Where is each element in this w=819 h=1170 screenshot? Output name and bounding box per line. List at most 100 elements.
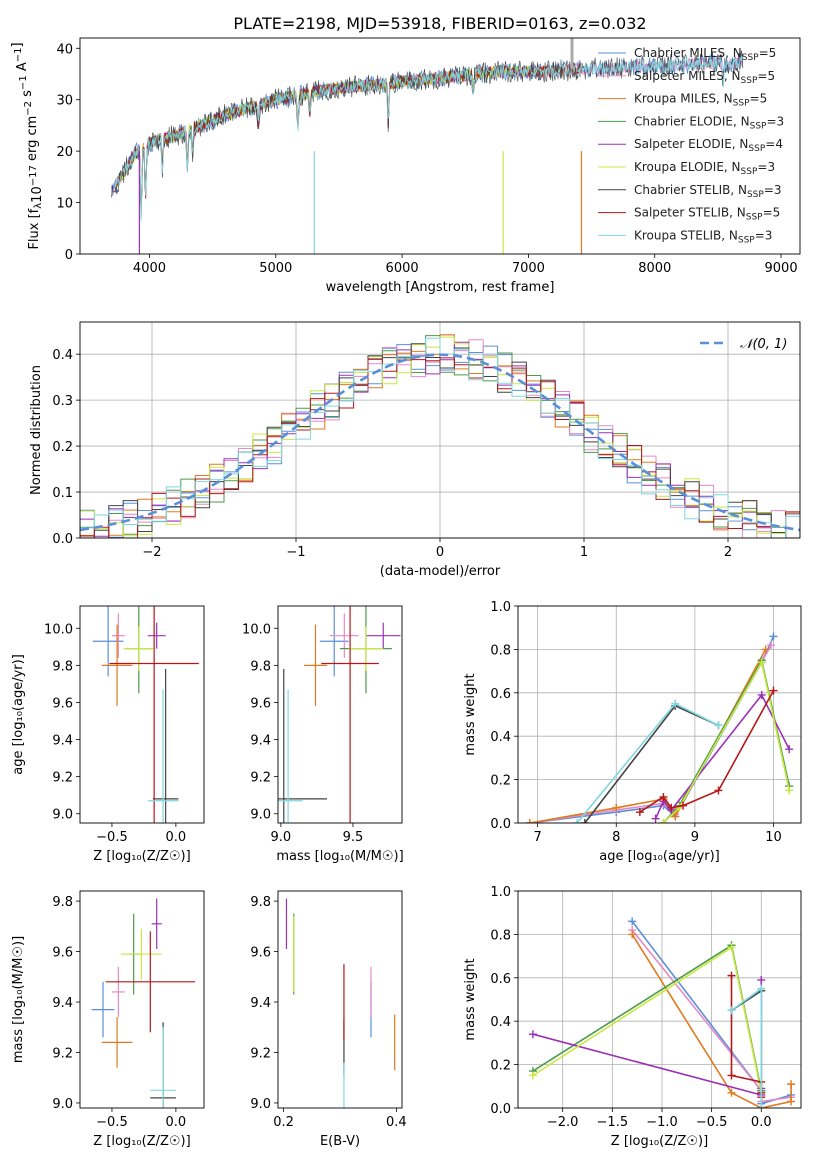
weight-marker [727,971,736,980]
errorbar-point [365,622,401,649]
axes-weight-vs-Z: −2.0 −1.5 −1.0 −0.5 0.0 0.0 0.2 0.4 0.6 0.8 1.0 Z [… [463,885,802,1149]
y-tick-label: 0.8 [490,928,511,943]
legend: Chabrier MILES, NSSP=5 Salpeter MILES, NS… [598,46,784,245]
errorbar-point [111,613,125,658]
y-tick-label: 0 [65,248,73,263]
y-tick-label: 0.0 [490,1102,511,1117]
plot-area [525,632,794,823]
x-tick-label: −1.5 [597,1115,629,1130]
x-axis-label: Z [log₁₀(Z/Z☉)] [93,1134,190,1149]
x-tick-label: 4000 [133,261,166,276]
legend-label: 𝒩(0, 1) [740,337,787,352]
weight-marker [525,819,534,823]
axes-weight-vs-age: 7 8 9 10 0.0 0.2 0.4 0.6 0.8 1.0 age [log₁₀(age/yr… [463,600,802,864]
y-tick-label: 9.8 [52,659,73,674]
plot-area [285,898,396,1108]
y-tick-label: 9.4 [250,996,271,1011]
x-tick-label: −2 [142,545,161,560]
histogram-series-7 [80,357,800,538]
x-tick-label: 9 [691,830,699,845]
errorbar-point [109,606,199,823]
y-tick-label: 0.4 [52,348,73,363]
x-tick-label: 8 [612,830,620,845]
axes-mass-vs-ebv: 0.2 0.4 9.0 9.2 9.4 9.6 9.8 E(B-V) [250,890,407,1149]
weight-marker [727,1088,736,1097]
weight-marker [785,786,794,795]
weight-marker [572,819,581,823]
axes-frame [79,321,801,539]
weight-marker [761,645,770,654]
weight-series [572,699,723,823]
legend-label: Chabrier STELIB, NSSP=3 [634,183,782,200]
errorbar-point [120,928,162,980]
weight-marker [769,686,778,695]
y-tick-label: 9.0 [52,808,73,823]
y-tick-label: 10 [56,197,73,212]
weight-marker [628,917,637,926]
x-tick-label: 1 [580,545,588,560]
y-tick-label: 9.8 [250,895,271,910]
weight-marker [757,1104,766,1108]
x-axis-label: Z [log₁₀(Z/Z☉)] [611,1134,708,1149]
y-tick-label: 0.3 [52,394,73,409]
weight-marker [528,1030,537,1039]
x-axis-label: mass [log₁₀(M/M☉)] [276,849,403,864]
y-tick-label: 9.0 [52,1097,73,1112]
errorbar-point [150,1027,176,1108]
y-tick-label: 9.6 [52,696,73,711]
chart-title: PLATE=2198, MJD=53918, FIBERID=0163, z=0… [233,14,646,33]
errorbar-point [111,966,125,1018]
x-tick-label: −0.5 [96,830,128,845]
axes-age-vs-Z: −0.5 0.0 9.0 9.2 9.4 9.6 9.8 10.0 Z [log₁₀(Z/Z☉)… [11,605,205,864]
weight-marker [757,975,766,984]
plot-area [278,606,401,823]
errorbar-point [278,689,303,823]
y-tick-label: 9.4 [52,734,73,749]
weight-marker [671,699,680,708]
weight-marker [787,1097,796,1106]
axes-frame [517,605,802,824]
errorbar-point [151,898,162,950]
legend-label: Chabrier MILES, NSSP=5 [634,46,776,63]
y-axis-label: Flux [fλ10−17 erg cm−2 s−1 A−1] [10,42,45,249]
y-tick-label: 9.6 [250,946,271,961]
axes-mass-vs-Z: −0.5 0.0 9.0 9.2 9.4 9.6 9.8 Z [log₁₀(Z/Z☉)] mas… [11,890,205,1149]
x-tick-label: 7000 [512,261,545,276]
y-tick-label: 0.8 [490,643,511,658]
y-tick-label: 9.2 [52,1046,73,1061]
weight-marker [528,1071,537,1080]
y-axis-label: mass weight [463,958,478,1040]
errorbar-point [303,624,328,707]
plot-area [92,606,199,823]
x-tick-label: 0.4 [386,1115,407,1130]
errorbar-point [278,669,328,823]
legend-label: Salpeter MILES, NSSP=5 [634,69,775,86]
x-tick-label: 0 [436,545,444,560]
y-tick-label: 0.2 [490,774,511,789]
y-tick-label: 30 [56,94,73,109]
weight-marker [635,808,644,817]
x-tick-label: 0.0 [751,1115,772,1130]
y-tick-label: 9.6 [52,946,73,961]
errorbar-point [329,613,359,658]
x-tick-label: 9000 [765,261,798,276]
axes-frame [517,890,802,1109]
y-tick-label: 1.0 [490,600,511,615]
weight-marker [612,803,621,812]
normal-reference-curve [80,353,800,532]
y-tick-label: 9.0 [250,808,271,823]
errorbar-point [101,1017,133,1068]
errorbar-point [321,606,379,823]
y-tick-label: 0.4 [490,730,511,745]
weight-marker [659,819,668,823]
errorbar-point [91,981,115,1038]
errorbar-point [101,624,133,707]
y-tick-label: 9.8 [250,659,271,674]
y-tick-label: 9.6 [250,696,271,711]
y-tick-label: 0.2 [52,440,73,455]
axes-residuals: −2 −1 0 1 2 0.0 0.1 0.2 0.3 0.4 (data-model)/error… [29,321,801,579]
axes-frame [79,605,205,824]
weight-marker [628,930,637,939]
axes-frame [277,605,403,824]
